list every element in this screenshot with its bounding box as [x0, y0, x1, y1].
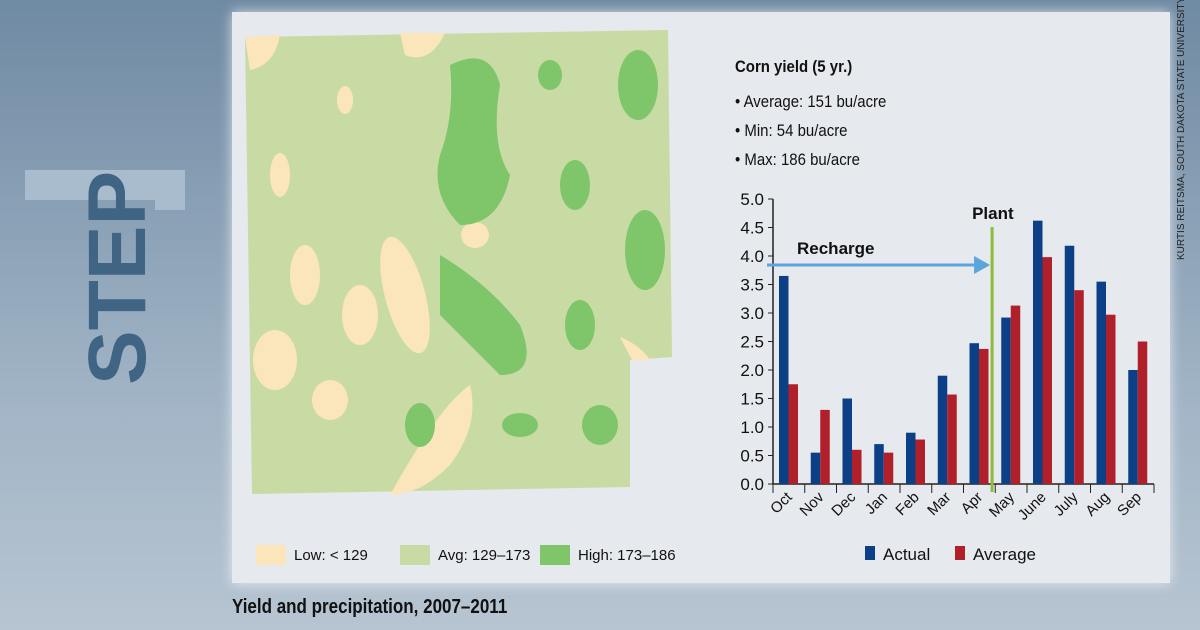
x-tick-label: Jan	[862, 489, 891, 518]
legend-label: Avg: 129–173	[438, 546, 531, 564]
y-tick-label: 2.0	[740, 361, 764, 380]
bar-actual-aug	[1096, 281, 1106, 484]
bar-average-feb	[915, 439, 925, 484]
legend-swatch	[540, 545, 570, 565]
bar-actual-mar	[937, 375, 948, 484]
bar-average-sep	[1137, 341, 1148, 484]
bar-actual-sep	[1128, 370, 1138, 484]
bar-average-jan	[883, 452, 894, 484]
x-tick-label: Apr	[958, 489, 987, 518]
bar-average-july	[1074, 290, 1084, 484]
x-tick-label: Sep	[1114, 489, 1145, 520]
bar-actual-july	[1064, 245, 1075, 484]
corn-yield-info: Corn yield (5 yr.) • Average: 151 bu/acr…	[735, 57, 886, 179]
bar-actual-jan	[874, 444, 884, 484]
y-tick-label: 4.0	[740, 247, 764, 266]
bar-actual-oct	[779, 275, 789, 484]
step-1-graphic: STEP	[25, 170, 185, 385]
legend-high: High: 173–186	[540, 545, 676, 565]
legend-swatch-actual	[865, 546, 875, 560]
bar-average-apr	[979, 348, 989, 484]
yield-map	[245, 30, 672, 495]
recharge-label: Recharge	[797, 239, 874, 258]
x-tick-label: Aug	[1082, 489, 1113, 520]
arrowhead-icon	[974, 256, 991, 274]
legend-swatch	[400, 545, 430, 565]
caption: Yield and precipitation, 2007–2011	[232, 596, 508, 618]
legend-label: Low: < 129	[294, 546, 368, 564]
legend-low: Low: < 129	[256, 545, 368, 565]
bar-actual-nov	[810, 452, 821, 484]
info-title: Corn yield (5 yr.)	[735, 57, 853, 76]
y-tick-label: 3.0	[740, 304, 764, 323]
y-tick-label: 5.0	[740, 190, 764, 209]
x-tick-label: Oct	[767, 488, 796, 517]
x-tick-label: Feb	[892, 489, 922, 519]
legend-label: High: 173–186	[578, 546, 676, 564]
x-tick-label: July	[1051, 488, 1082, 519]
plant-label: Plant	[972, 204, 1014, 223]
info-min: • Min: 54 bu/acre	[735, 121, 848, 140]
y-tick-label: 3.5	[740, 276, 764, 295]
bar-average-nov	[820, 409, 830, 484]
y-tick-label: 2.5	[740, 333, 764, 352]
y-tick-label: 4.5	[740, 219, 764, 238]
legend-swatch-average	[955, 546, 965, 560]
bar-average-may	[1010, 305, 1021, 484]
info-max: • Max: 186 bu/acre	[735, 150, 860, 169]
bar-actual-feb	[906, 432, 916, 484]
x-tick-label: Dec	[828, 488, 859, 519]
bar-average-oct	[788, 384, 798, 484]
y-tick-label: 0.0	[740, 475, 764, 494]
x-tick-label: June	[1015, 489, 1050, 524]
x-tick-label: May	[986, 488, 1018, 520]
bar-average-june	[1042, 257, 1052, 484]
y-tick-label: 1.5	[740, 390, 764, 409]
x-tick-label: Nov	[797, 488, 828, 519]
bar-actual-may	[1001, 317, 1011, 484]
legend-avg: Avg: 129–173	[400, 545, 530, 565]
x-tick-label: Mar	[924, 489, 954, 519]
legend-swatch	[256, 545, 286, 565]
bar-actual-dec	[842, 398, 852, 484]
bar-average-mar	[947, 394, 957, 484]
y-tick-label: 0.5	[740, 447, 764, 466]
bar-actual-apr	[969, 343, 979, 484]
legend-label-actual: Actual	[883, 545, 930, 564]
bar-average-aug	[1106, 314, 1116, 484]
legend-label-average: Average	[973, 545, 1036, 564]
y-tick-label: 1.0	[740, 418, 764, 437]
info-average: • Average: 151 bu/acre	[735, 92, 887, 111]
step-word: STEP	[72, 171, 163, 385]
bar-actual-june	[1033, 220, 1043, 484]
bar-average-dec	[852, 449, 862, 484]
